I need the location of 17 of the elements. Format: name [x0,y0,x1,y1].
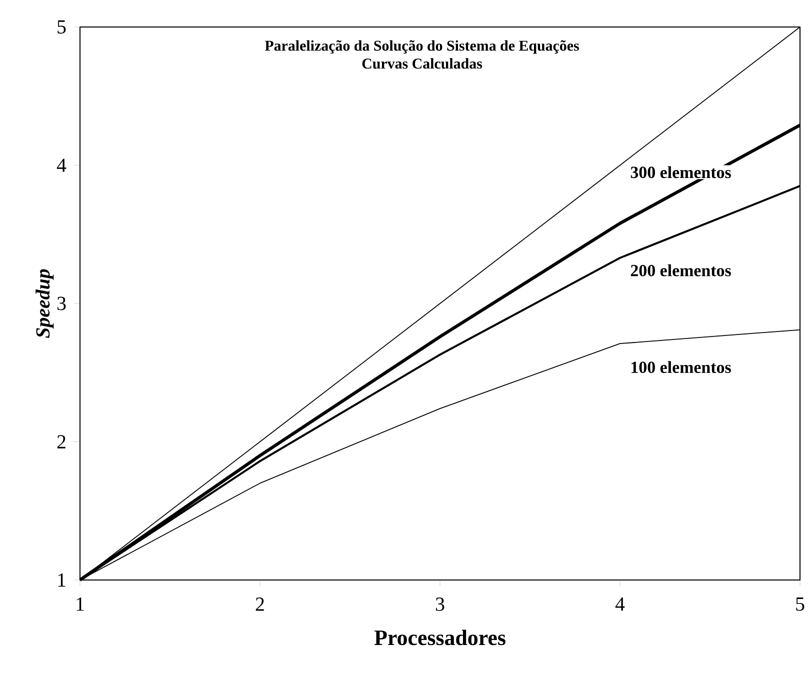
x-tick-label: 3 [436,598,444,611]
x-tick-label: 5 [796,598,804,611]
y-tick-label: 1 [58,573,66,587]
x-axis-title: Processadores [374,630,506,646]
y-axis-title: Speedup [36,269,54,338]
x-tick-label: 1 [76,598,84,611]
x-tick-label: 2 [256,598,264,611]
y-tick-label: 5 [58,20,66,34]
text: Curvas Calculadas [362,58,482,69]
y-tick-label: 3 [57,296,66,310]
series-label: 100 elementos [632,361,731,374]
y-tick-label: 4 [56,158,66,172]
series-label: 300 elementos [630,166,731,178]
series-label: 200 elementos [630,264,731,276]
text: Paralelização da Solução do Sistema de Equações [264,40,579,54]
y-tick-label: 2 [57,435,66,448]
x-tick-label: 4 [615,598,625,611]
